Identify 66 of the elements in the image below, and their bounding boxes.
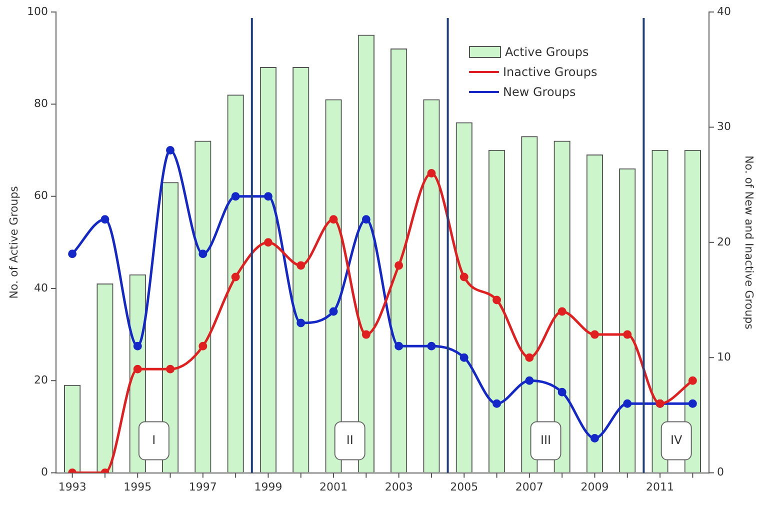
point bbox=[525, 353, 534, 362]
x-tick-label: 2005 bbox=[450, 480, 478, 494]
y2-tick-label: 20 bbox=[717, 235, 731, 248]
point bbox=[133, 342, 142, 350]
point bbox=[231, 192, 240, 201]
point bbox=[68, 250, 77, 258]
point bbox=[133, 364, 142, 374]
point bbox=[198, 250, 208, 258]
y-tick-label: 40 bbox=[34, 281, 48, 294]
point bbox=[525, 376, 534, 385]
annotation: IV bbox=[670, 432, 684, 447]
y2-tick-label: 10 bbox=[717, 350, 731, 364]
point bbox=[558, 307, 566, 316]
point bbox=[492, 296, 502, 304]
point bbox=[427, 169, 436, 178]
y2-tick-label: 30 bbox=[717, 120, 731, 134]
point bbox=[166, 364, 175, 374]
x-tick-label: 1993 bbox=[58, 480, 86, 494]
point bbox=[688, 399, 697, 408]
y2-tick-label: 0 bbox=[717, 466, 724, 479]
point bbox=[264, 238, 272, 247]
point bbox=[460, 353, 468, 362]
y-tick-label: 80 bbox=[34, 97, 48, 110]
annotation: III bbox=[540, 432, 552, 447]
point bbox=[362, 330, 370, 339]
point bbox=[329, 307, 338, 316]
x-tick-label: 1997 bbox=[188, 480, 217, 494]
x-tick-label: 2001 bbox=[320, 480, 348, 494]
y-axis-title: No. of Active Groups bbox=[7, 186, 20, 299]
point bbox=[623, 330, 632, 339]
x-tick-label: 1999 bbox=[254, 480, 282, 494]
x-tick-label: 2009 bbox=[580, 480, 609, 494]
point bbox=[623, 399, 632, 408]
point bbox=[492, 399, 502, 408]
point bbox=[166, 146, 175, 154]
point bbox=[231, 272, 240, 282]
point bbox=[688, 376, 697, 385]
point bbox=[590, 330, 599, 339]
point bbox=[264, 192, 272, 201]
x-tick-label: 2003 bbox=[384, 480, 413, 494]
point bbox=[296, 318, 306, 328]
annotation: I bbox=[152, 432, 156, 447]
y-tick-label: 100 bbox=[27, 4, 48, 18]
point bbox=[394, 342, 404, 350]
y2-axis-title: No. of New and Inactive Groups bbox=[742, 155, 756, 330]
annotation: II bbox=[346, 432, 354, 447]
point bbox=[427, 342, 436, 350]
legend-label: Inactive Groups bbox=[503, 65, 598, 79]
point bbox=[100, 215, 110, 224]
x-tick-label: 2011 bbox=[646, 480, 674, 494]
point bbox=[590, 434, 599, 442]
point bbox=[394, 261, 404, 270]
point bbox=[329, 215, 338, 224]
point bbox=[362, 215, 370, 224]
point bbox=[198, 342, 208, 350]
y-tick-label: 0 bbox=[41, 466, 48, 479]
y-tick-label: 60 bbox=[34, 189, 48, 202]
x-tick-label: 1995 bbox=[124, 480, 152, 494]
legend-label: Active Groups bbox=[505, 45, 589, 59]
point bbox=[558, 388, 566, 396]
y-tick-label: 20 bbox=[34, 374, 48, 386]
y2-tick-label: 40 bbox=[717, 4, 731, 18]
x-tick-label: 2007 bbox=[515, 480, 544, 494]
legend-label: New Groups bbox=[503, 85, 576, 99]
point bbox=[460, 272, 468, 282]
point bbox=[296, 261, 306, 270]
